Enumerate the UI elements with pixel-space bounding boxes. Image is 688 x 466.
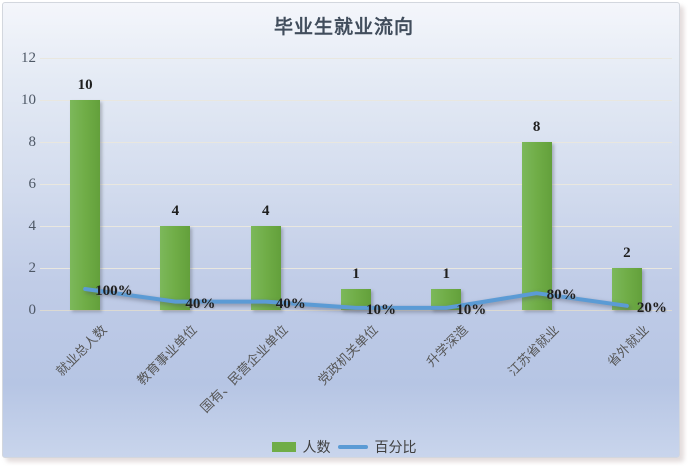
bar-value-label: 1 [442,266,451,282]
chart-title: 毕业生就业流向 [273,17,414,38]
percent-data-label: 10% [366,301,396,318]
bar-value-label: 1 [352,266,360,282]
legend-line-label: 百分比 [374,439,417,455]
y-axis-tick-label: 0 [28,302,37,318]
bar-就业总人数 [70,100,101,310]
percent-data-label: 10% [456,301,487,318]
gridline [40,268,672,269]
bar-value-label: 2 [623,245,631,261]
legend-bar-swatch-icon [271,442,296,452]
gridline [40,142,672,143]
y-axis-tick-label: 12 [21,50,36,66]
gridline [40,184,672,185]
y-axis-tick-label: 4 [28,218,37,234]
y-axis-tick-label: 8 [28,134,37,150]
y-axis-tick-label: 10 [21,92,36,108]
gridline [40,226,672,227]
y-axis-tick-label: 6 [28,176,37,192]
bar-value-label: 4 [171,203,180,219]
percent-data-label: 40% [185,295,216,312]
legend-bar-label: 人数 [302,439,331,455]
bar-value-label: 8 [532,119,541,135]
gridline [40,100,672,101]
bar-江苏省就业 [521,142,552,310]
percent-data-label: 80% [546,287,577,304]
bar-value-label: 4 [261,203,270,219]
legend: 人数 百分比 [0,437,688,457]
percent-data-label: 40% [275,295,306,312]
percent-data-label: 100% [95,283,133,299]
gridline [40,310,672,311]
bar-value-label: 10 [77,77,93,93]
y-axis-tick-label: 2 [28,260,37,276]
gridline [40,58,672,59]
legend-line-swatch-icon [337,445,368,449]
percent-data-label: 20% [636,299,667,316]
chart-frame [2,2,680,458]
